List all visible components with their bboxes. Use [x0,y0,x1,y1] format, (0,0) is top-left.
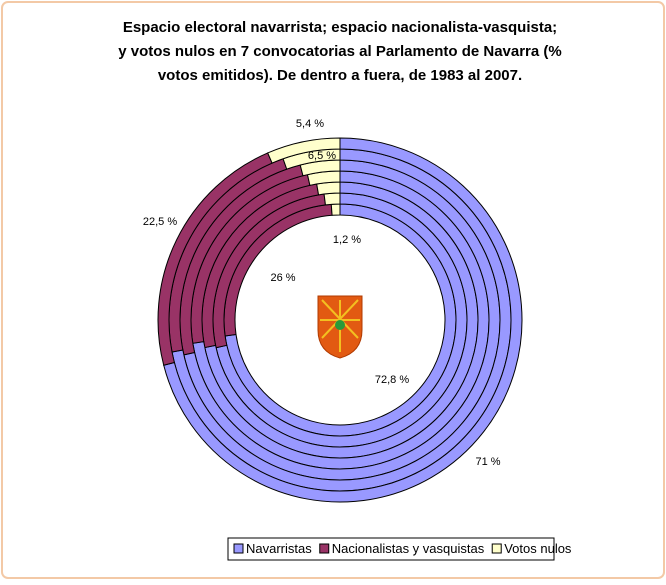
legend-swatch [491,543,502,554]
legend-swatch [319,543,330,554]
legend-label: Nacionalistas y vasquistas [332,541,485,556]
legend-box [227,537,555,561]
data-label: 6,5 % [308,150,336,162]
data-label: 5,4 % [296,118,324,130]
legend-label: Navarristas [246,541,312,556]
data-label: 71 % [475,456,500,468]
ring-segment [330,203,341,216]
legend-swatch [233,543,244,554]
data-label: 72,8 % [375,374,409,386]
data-label: 22,5 % [143,216,177,228]
shield [317,295,363,359]
ring-segment [323,192,341,206]
data-label: 1,2 % [333,234,361,246]
ring-segment [267,137,341,164]
chart-title: y votos nulos en 7 convocatorias al Parl… [118,43,562,60]
data-label: 26 % [270,272,295,284]
chart-title: Espacio electoral navarrista; espacio na… [123,19,557,36]
chart-title: votos emitidos). De dentro a fuera, de 1… [158,67,522,84]
legend-label: Votos nulos [504,541,572,556]
